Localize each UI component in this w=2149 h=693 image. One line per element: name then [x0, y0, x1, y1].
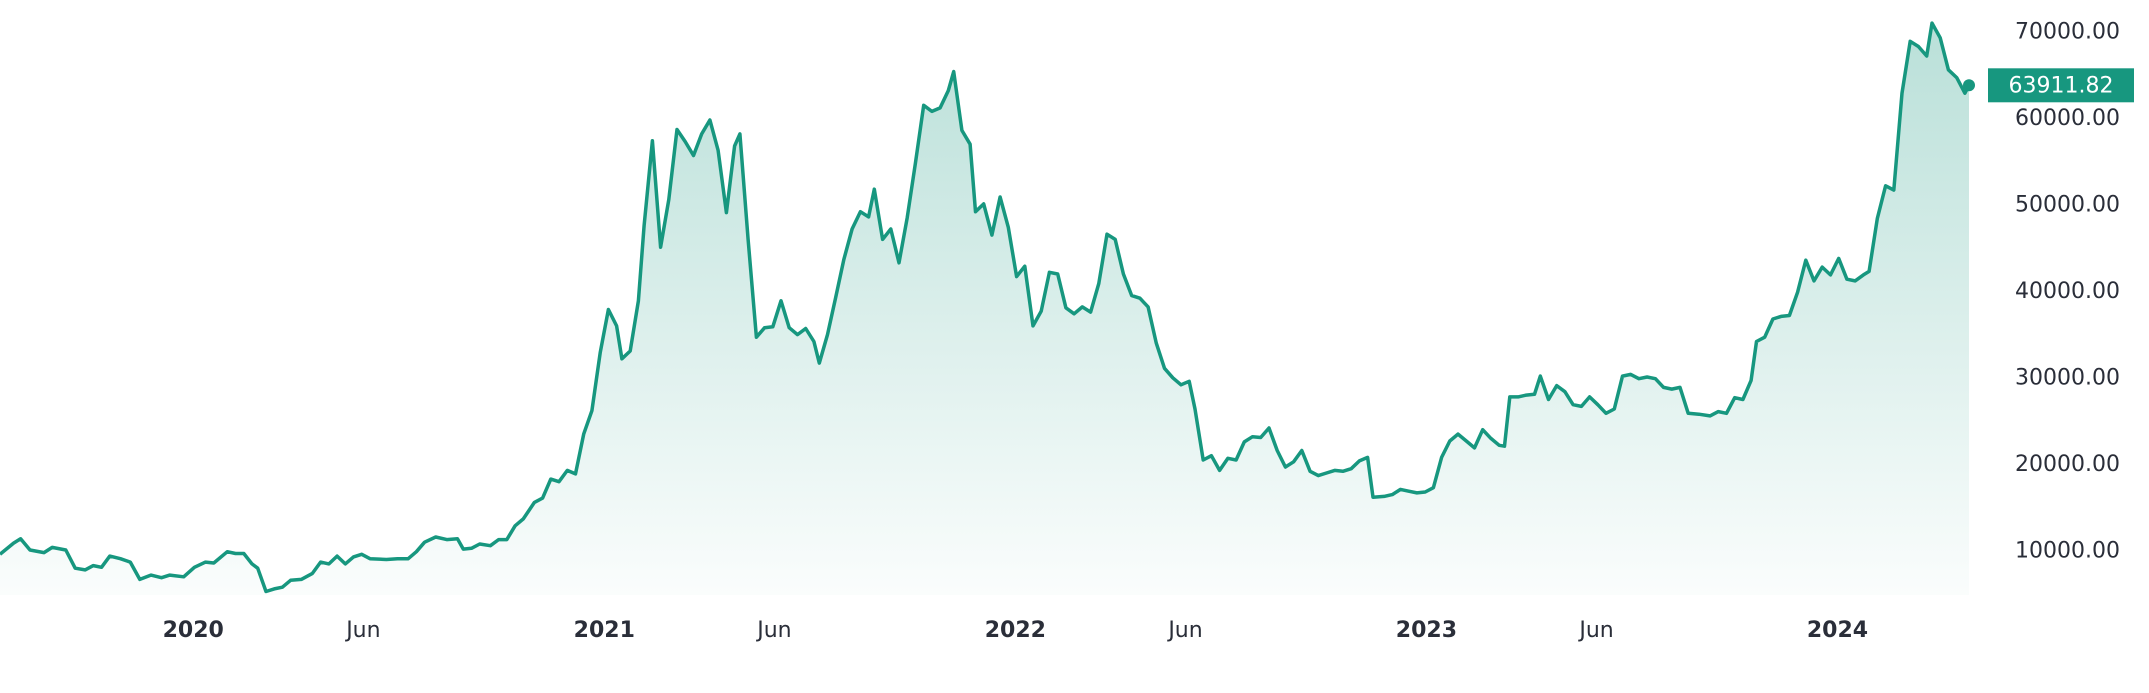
- y-tick-label: 10000.00: [2015, 539, 2120, 564]
- x-tick-label: 2021: [574, 618, 635, 643]
- y-tick-label: 50000.00: [2015, 193, 2120, 218]
- x-tick-label: Jun: [344, 618, 380, 643]
- y-tick-label: 40000.00: [2015, 279, 2120, 304]
- x-tick-label: Jun: [1166, 618, 1202, 643]
- x-tick-label: 2022: [985, 618, 1046, 643]
- y-tick-label: 20000.00: [2015, 452, 2120, 477]
- x-tick-label: Jun: [755, 618, 791, 643]
- x-tick-label: 2020: [163, 618, 224, 643]
- area: [0, 23, 1969, 596]
- price-badge-label: 63911.82: [2009, 73, 2114, 98]
- x-tick-label: 2024: [1807, 618, 1868, 643]
- x-tick-label: Jun: [1577, 618, 1613, 643]
- y-tick-label: 30000.00: [2015, 366, 2120, 391]
- x-tick-label: 2023: [1396, 618, 1457, 643]
- line: [0, 21, 1971, 594]
- price-badge: [1988, 68, 2134, 103]
- last-point: [1963, 79, 1975, 92]
- y-tick-label: 60000.00: [2015, 106, 2120, 131]
- y-tick-label: 70000.00: [2015, 20, 2120, 45]
